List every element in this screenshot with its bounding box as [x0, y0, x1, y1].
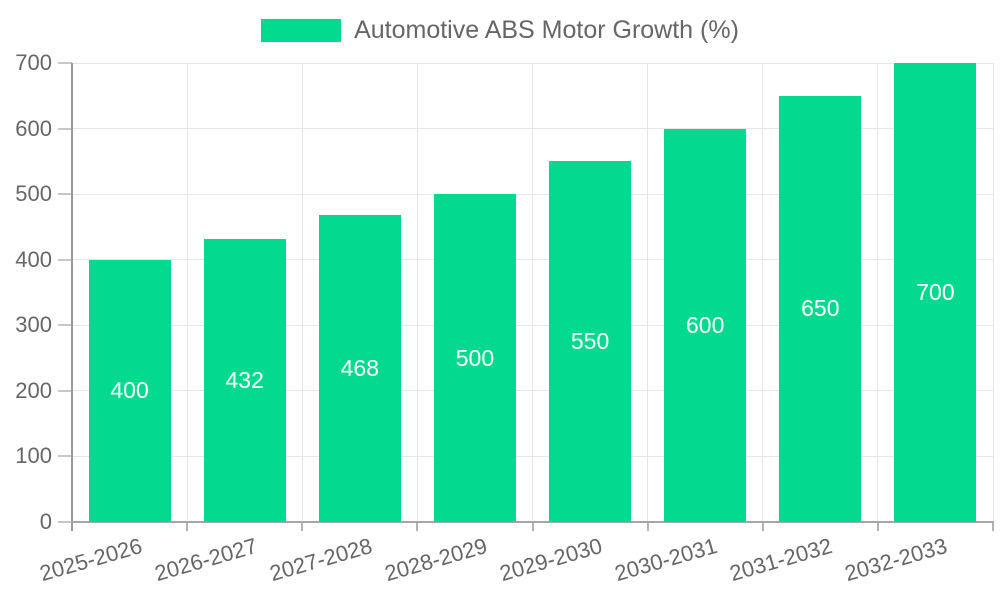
y-tick-label: 400 — [15, 246, 52, 272]
y-axis-tick — [58, 521, 72, 523]
y-axis-tick — [58, 324, 72, 327]
gridline-horizontal — [72, 390, 993, 392]
bar[interactable]: 400 — [88, 259, 171, 522]
legend[interactable]: Automotive ABS Motor Growth (%) — [0, 16, 1000, 45]
y-axis-tick — [58, 127, 72, 130]
gridline-horizontal — [72, 455, 993, 457]
bar[interactable]: 600 — [664, 128, 747, 522]
gridline-vertical — [186, 63, 188, 522]
x-axis-tick — [761, 522, 764, 531]
x-tick-label: 2026-2027 — [151, 533, 260, 587]
bar-value-label: 700 — [916, 279, 955, 305]
y-axis-line — [71, 63, 73, 531]
x-axis-line — [71, 521, 994, 523]
bar-value-label: 500 — [455, 344, 495, 371]
bar-value-label: 600 — [686, 311, 725, 338]
legend-swatch-icon — [261, 19, 342, 42]
bar[interactable]: 432 — [203, 238, 286, 522]
y-tick-label: 0 — [39, 509, 52, 534]
y-axis-tick — [58, 258, 72, 261]
gridline-horizontal — [72, 259, 993, 261]
y-tick-label: 300 — [15, 312, 52, 338]
x-tick-label: 2030-2031 — [612, 533, 721, 587]
legend-label: Automotive ABS Motor Growth (%) — [354, 16, 739, 44]
x-tick-label: 2029-2030 — [496, 533, 605, 587]
bar[interactable]: 650 — [779, 95, 862, 522]
gridline-vertical — [877, 63, 879, 522]
bar-value-label: 650 — [801, 295, 840, 322]
y-axis-tick — [58, 455, 72, 458]
x-axis-tick — [416, 522, 419, 531]
x-tick-label: 2031-2032 — [727, 533, 836, 587]
bar[interactable]: 700 — [894, 63, 977, 522]
x-axis-tick — [876, 522, 879, 531]
x-axis-tick — [531, 522, 534, 531]
gridline-horizontal — [72, 62, 993, 64]
bar[interactable]: 550 — [549, 161, 632, 522]
bar[interactable]: 468 — [318, 215, 401, 522]
bar-value-label: 468 — [340, 355, 379, 382]
y-tick-label: 700 — [15, 50, 52, 75]
y-axis-tick — [58, 193, 72, 196]
plot-area: 0 100 200 300 400 500 600 700 400 432 468 500 550 600… — [15, 50, 994, 586]
gridline-vertical — [647, 63, 649, 522]
gridline-horizontal — [72, 324, 993, 326]
y-tick-label: 200 — [15, 377, 52, 403]
gridline-horizontal — [72, 128, 993, 130]
bar-value-label: 400 — [110, 377, 149, 404]
x-tick-label: 2027-2028 — [266, 533, 375, 587]
gridline-horizontal — [72, 193, 993, 195]
gridline-vertical — [762, 63, 764, 522]
gridline-vertical — [532, 63, 533, 522]
x-tick-label: 2028-2029 — [381, 533, 490, 587]
x-tick-label: 2032-2033 — [842, 533, 951, 587]
gridline-vertical — [301, 63, 303, 522]
x-axis-tick — [646, 522, 649, 531]
y-tick-label: 100 — [15, 443, 52, 469]
x-axis-tick — [301, 522, 304, 531]
bar-value-label: 550 — [570, 328, 610, 355]
gridline-vertical — [992, 63, 994, 522]
x-tick-label: 2025-2026 — [36, 533, 145, 587]
bar-value-label: 432 — [225, 366, 264, 393]
x-axis-tick — [186, 522, 189, 531]
y-tick-label: 600 — [15, 115, 52, 141]
x-axis-tick — [992, 522, 994, 531]
y-tick-label: 500 — [15, 181, 52, 207]
gridline-vertical — [416, 63, 418, 522]
y-axis-tick — [58, 389, 72, 392]
bar[interactable]: 500 — [433, 194, 516, 522]
y-axis-tick — [58, 62, 72, 64]
